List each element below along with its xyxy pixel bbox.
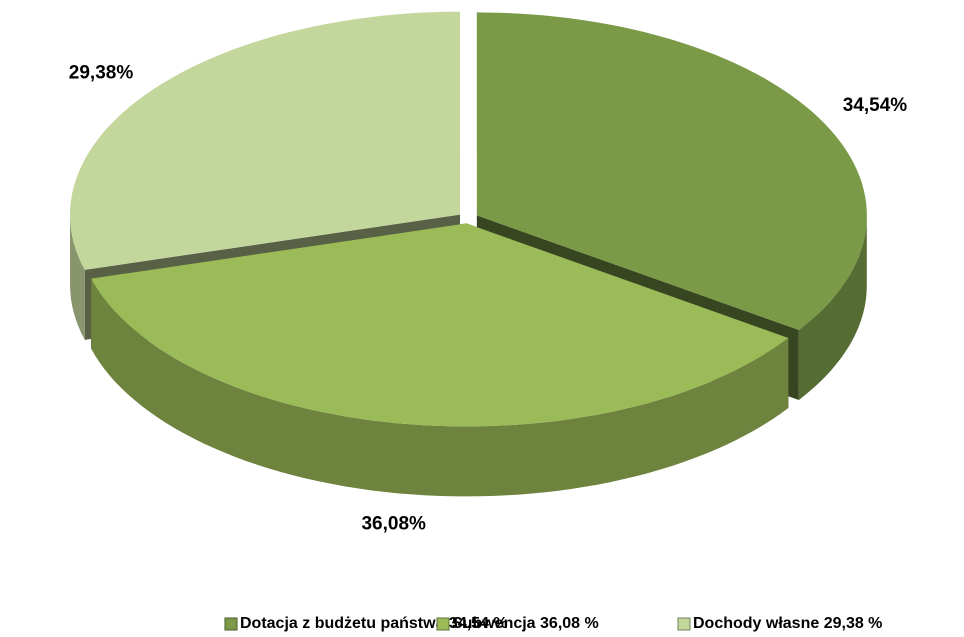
slice-side	[91, 278, 789, 497]
slice	[70, 11, 461, 270]
legend: Dotacja z budżetu państwa 34,54 %Subwenc…	[224, 615, 882, 632]
legend-swatch	[224, 617, 238, 631]
slice	[476, 12, 867, 331]
slice-side	[798, 215, 867, 400]
legend-swatch	[677, 617, 691, 631]
slice-side	[70, 214, 85, 340]
data-label: 29,38%	[69, 62, 134, 83]
data-label: 34,54%	[843, 95, 908, 116]
legend-swatch	[436, 617, 450, 631]
legend-label: Subwencja 36,08 %	[452, 615, 599, 632]
legend-label: Dochody własne 29,38 %	[693, 615, 882, 632]
slice	[91, 223, 789, 427]
pie: 34,54% 36,08% 29,38%	[69, 11, 908, 534]
data-label: 36,08%	[361, 513, 426, 534]
